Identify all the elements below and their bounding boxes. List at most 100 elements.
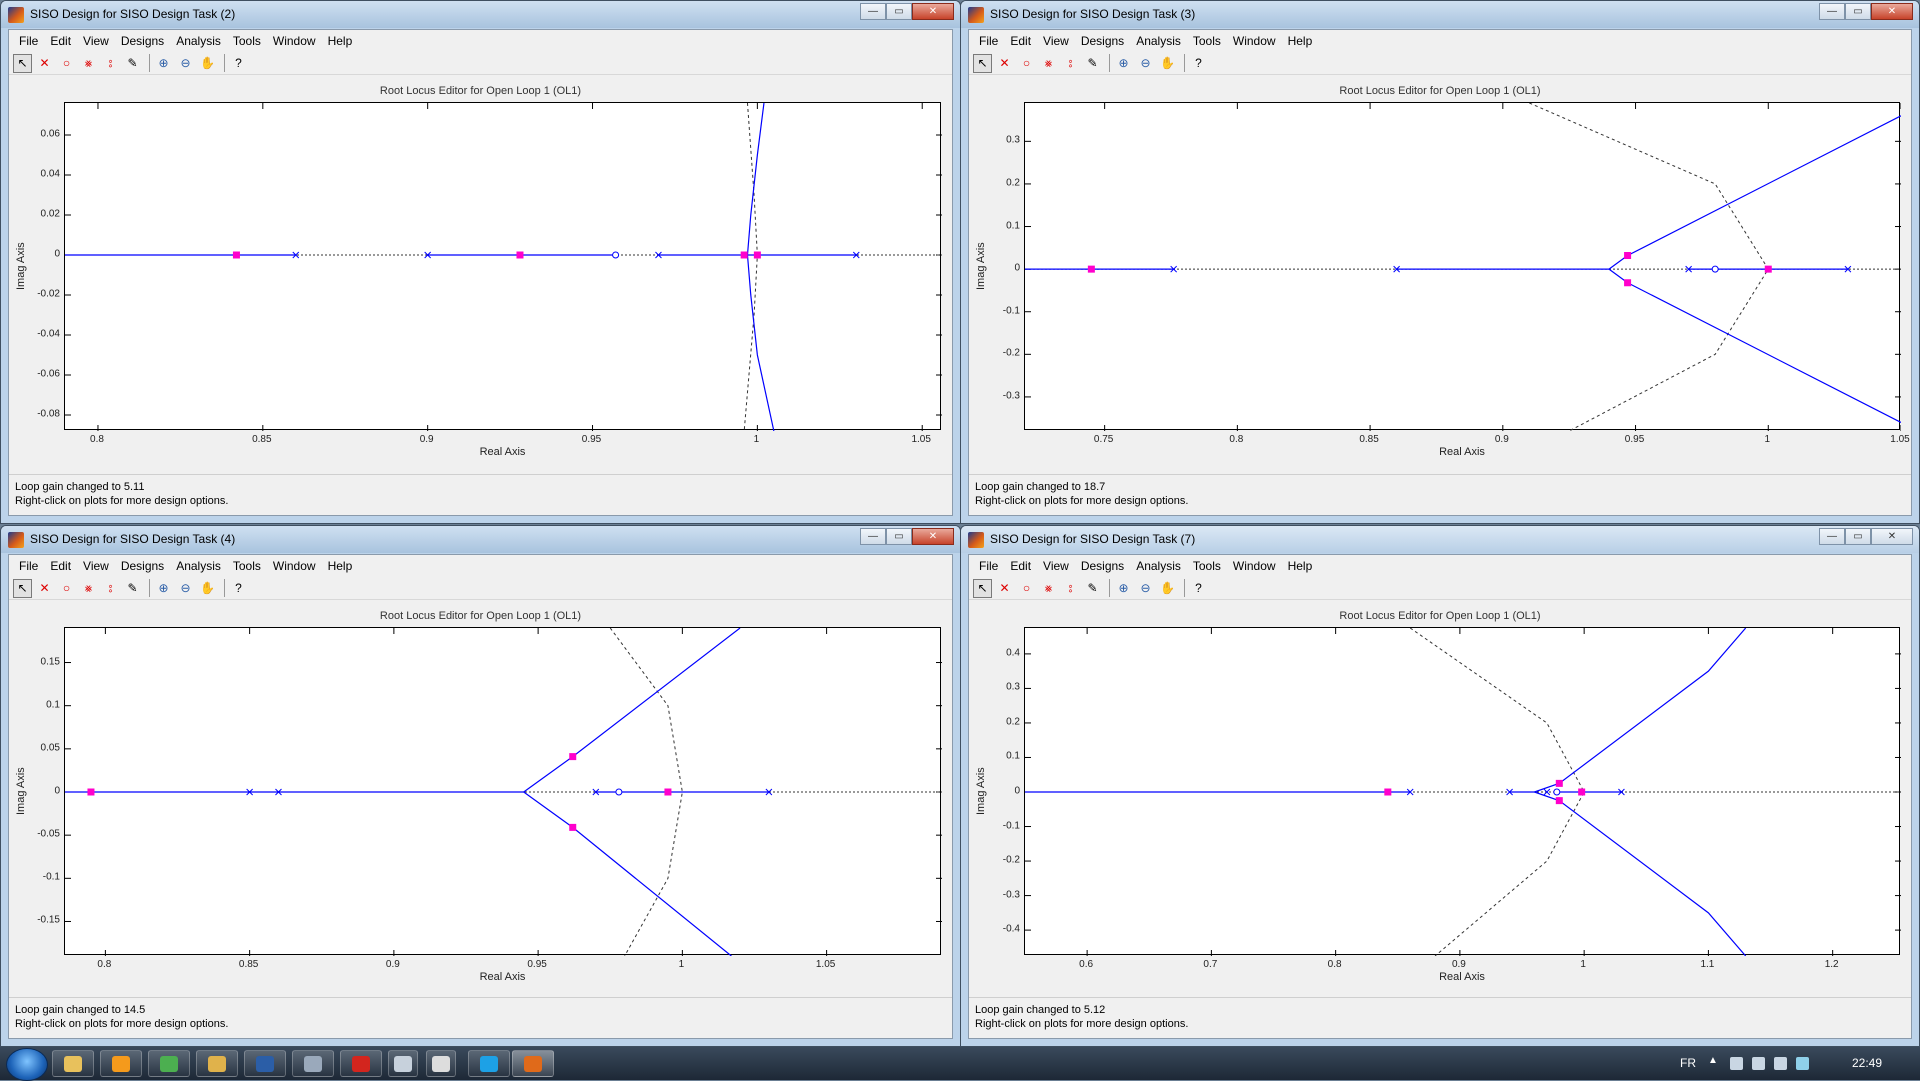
menu-view[interactable]: View xyxy=(1043,34,1069,48)
menu-edit[interactable]: Edit xyxy=(1010,34,1032,48)
add-zero-icon[interactable]: ○ xyxy=(1022,581,1031,595)
add-pole-pair-icon[interactable]: ⨳ xyxy=(84,55,93,70)
taskbar-button[interactable] xyxy=(388,1050,418,1077)
select-arrow-icon[interactable]: ↖ xyxy=(973,53,992,73)
select-arrow-icon[interactable]: ↖ xyxy=(973,578,992,598)
menu-file[interactable]: File xyxy=(979,559,999,573)
menu-file[interactable]: File xyxy=(979,34,999,48)
add-zero-icon[interactable]: ○ xyxy=(62,581,71,595)
title-bar[interactable]: SISO Design for SISO Design Task (4) — ▭ ✕ xyxy=(1,526,960,553)
add-pole-pair-icon[interactable]: ⨳ xyxy=(1044,580,1053,595)
zoom-out-icon[interactable]: ⊖ xyxy=(1140,581,1151,595)
pan-hand-icon[interactable]: ✋ xyxy=(200,581,215,595)
help-icon[interactable]: ? xyxy=(1195,581,1202,595)
close-button[interactable]: ✕ xyxy=(1871,3,1913,20)
select-arrow-icon[interactable]: ↖ xyxy=(13,578,32,598)
pan-hand-icon[interactable]: ✋ xyxy=(1160,56,1175,70)
taskbar-button[interactable] xyxy=(196,1050,238,1077)
eraser-icon[interactable]: ✎ xyxy=(127,56,138,70)
menu-analysis[interactable]: Analysis xyxy=(1136,559,1181,573)
root-locus-plot[interactable] xyxy=(1025,628,1901,956)
add-zero-icon[interactable]: ○ xyxy=(62,56,71,70)
root-locus-plot[interactable] xyxy=(1025,103,1901,431)
menu-tools[interactable]: Tools xyxy=(232,559,261,573)
menu-tools[interactable]: Tools xyxy=(1192,34,1221,48)
menu-designs[interactable]: Designs xyxy=(120,34,165,48)
add-zero-icon[interactable]: ○ xyxy=(1022,56,1031,70)
tray-sync-icon[interactable] xyxy=(1796,1057,1809,1070)
root-locus-plot[interactable] xyxy=(65,103,942,431)
menu-help[interactable]: Help xyxy=(1287,559,1313,573)
maximize-button[interactable]: ▭ xyxy=(1845,3,1871,20)
taskbar-button[interactable] xyxy=(148,1050,190,1077)
taskbar-button[interactable] xyxy=(292,1050,334,1077)
eraser-icon[interactable]: ✎ xyxy=(1087,581,1098,595)
tray-action-center-icon[interactable] xyxy=(1752,1057,1765,1070)
menu-designs[interactable]: Designs xyxy=(120,559,165,573)
maximize-button[interactable]: ▭ xyxy=(886,528,912,545)
help-icon[interactable]: ? xyxy=(235,56,242,70)
menu-edit[interactable]: Edit xyxy=(50,34,72,48)
taskbar-button[interactable] xyxy=(426,1050,456,1077)
menu-help[interactable]: Help xyxy=(327,559,353,573)
zoom-in-icon[interactable]: ⊕ xyxy=(1118,56,1129,70)
taskbar-button[interactable] xyxy=(244,1050,286,1077)
tray-network-icon[interactable] xyxy=(1730,1057,1743,1070)
minimize-button[interactable]: — xyxy=(860,528,886,545)
tray-arrow-icon[interactable]: ▲ xyxy=(1708,1055,1718,1066)
menu-window[interactable]: Window xyxy=(272,34,316,48)
add-zero-pair-icon[interactable]: ⦂ xyxy=(108,580,113,595)
taskbar-button[interactable] xyxy=(52,1050,94,1077)
zoom-out-icon[interactable]: ⊖ xyxy=(180,56,191,70)
delete-x-icon[interactable]: ✕ xyxy=(999,56,1010,70)
tray-volume-icon[interactable] xyxy=(1774,1057,1787,1070)
menu-designs[interactable]: Designs xyxy=(1080,559,1125,573)
minimize-button[interactable]: — xyxy=(860,3,886,20)
add-zero-pair-icon[interactable]: ⦂ xyxy=(1068,55,1073,70)
maximize-button[interactable]: ▭ xyxy=(1845,528,1871,545)
zoom-out-icon[interactable]: ⊖ xyxy=(1140,56,1151,70)
add-zero-pair-icon[interactable]: ⦂ xyxy=(1068,580,1073,595)
menu-help[interactable]: Help xyxy=(327,34,353,48)
menu-edit[interactable]: Edit xyxy=(50,559,72,573)
zoom-in-icon[interactable]: ⊕ xyxy=(1118,581,1129,595)
menu-window[interactable]: Window xyxy=(272,559,316,573)
menu-edit[interactable]: Edit xyxy=(1010,559,1032,573)
language-indicator[interactable]: FR xyxy=(1680,1056,1696,1070)
root-locus-axes[interactable] xyxy=(1024,102,1901,431)
minimize-button[interactable]: — xyxy=(1819,3,1845,20)
taskbar-button[interactable] xyxy=(100,1050,142,1077)
zoom-in-icon[interactable]: ⊕ xyxy=(158,56,169,70)
root-locus-axes[interactable] xyxy=(1024,627,1901,956)
menu-tools[interactable]: Tools xyxy=(1192,559,1221,573)
taskbar-button[interactable] xyxy=(468,1050,510,1077)
title-bar[interactable]: SISO Design for SISO Design Task (2) — ▭ ✕ xyxy=(1,1,960,28)
add-zero-pair-icon[interactable]: ⦂ xyxy=(108,55,113,70)
root-locus-plot[interactable] xyxy=(65,628,942,956)
clock[interactable]: 22:49 xyxy=(1852,1056,1883,1070)
menu-tools[interactable]: Tools xyxy=(232,34,261,48)
pan-hand-icon[interactable]: ✋ xyxy=(1160,581,1175,595)
title-bar[interactable]: SISO Design for SISO Design Task (3) — ▭ ✕ xyxy=(961,1,1919,28)
taskbar-button[interactable] xyxy=(340,1050,382,1077)
add-pole-pair-icon[interactable]: ⨳ xyxy=(1044,55,1053,70)
menu-analysis[interactable]: Analysis xyxy=(176,34,221,48)
eraser-icon[interactable]: ✎ xyxy=(1087,56,1098,70)
add-pole-pair-icon[interactable]: ⨳ xyxy=(84,580,93,595)
minimize-button[interactable]: — xyxy=(1819,528,1845,545)
root-locus-axes[interactable] xyxy=(64,627,942,956)
close-button[interactable]: ✕ xyxy=(912,528,954,545)
taskbar-button[interactable] xyxy=(512,1050,554,1077)
title-bar[interactable]: SISO Design for SISO Design Task (7) — ▭ ✕ xyxy=(961,526,1919,553)
eraser-icon[interactable]: ✎ xyxy=(127,581,138,595)
delete-x-icon[interactable]: ✕ xyxy=(39,56,50,70)
close-button[interactable]: ✕ xyxy=(912,3,954,20)
menu-view[interactable]: View xyxy=(1043,559,1069,573)
help-icon[interactable]: ? xyxy=(1195,56,1202,70)
root-locus-axes[interactable] xyxy=(64,102,942,431)
menu-designs[interactable]: Designs xyxy=(1080,34,1125,48)
delete-x-icon[interactable]: ✕ xyxy=(39,581,50,595)
zoom-out-icon[interactable]: ⊖ xyxy=(180,581,191,595)
menu-window[interactable]: Window xyxy=(1232,559,1276,573)
menu-analysis[interactable]: Analysis xyxy=(176,559,221,573)
